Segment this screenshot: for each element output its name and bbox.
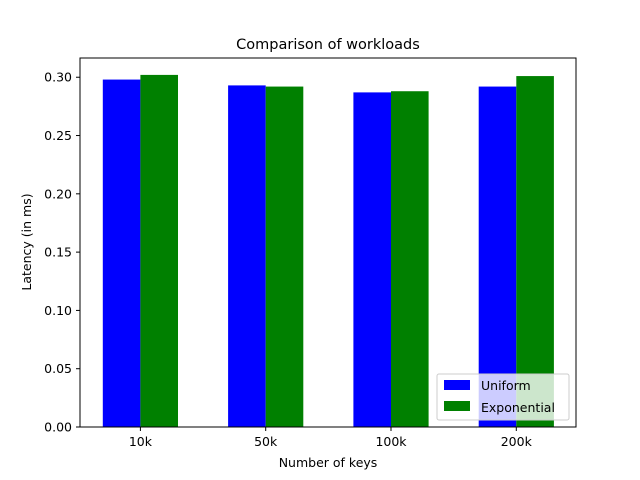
legend-label-uniform: Uniform [481,378,531,393]
x-tick-label: 100k [375,434,407,449]
bars-layer [102,74,554,428]
y-tick-label: 0.25 [44,128,72,143]
x-tick-label: 200k [501,434,533,449]
bar-uniform-200k [478,86,517,428]
y-tick-label: 0.15 [44,245,72,260]
bar-exponential-10k [140,74,178,427]
legend-swatch-exponential [444,401,470,411]
chart-title: Comparison of workloads [236,37,420,53]
legend-label-exponential: Exponential [481,400,555,415]
y-axis: 0.00 0.05 0.10 0.15 0.20 0.25 0.30 [44,70,80,435]
x-axis: 10k 50k 100k 200k [129,427,533,449]
x-tick-label: 50k [254,434,278,449]
x-tick-label: 10k [129,434,153,449]
bar-uniform-100k [353,92,391,427]
y-tick-label: 0.30 [44,70,72,85]
legend-swatch-uniform [444,380,470,390]
y-tick-label: 0.05 [44,361,72,376]
bar-uniform-10k [102,79,141,427]
plot-frame [79,57,577,428]
bar-uniform-50k [228,85,266,427]
y-axis-label: Latency (in ms) [19,193,34,290]
y-tick-label: 0.00 [44,420,72,435]
y-tick-label: 0.10 [44,303,72,318]
bar-exponential-50k [265,86,304,428]
bar-exponential-100k [391,91,429,428]
bar-exponential-200k [516,76,554,427]
y-tick-label: 0.20 [44,186,72,201]
x-axis-label: Number of keys [279,455,378,470]
legend: Uniform Exponential [436,373,570,421]
